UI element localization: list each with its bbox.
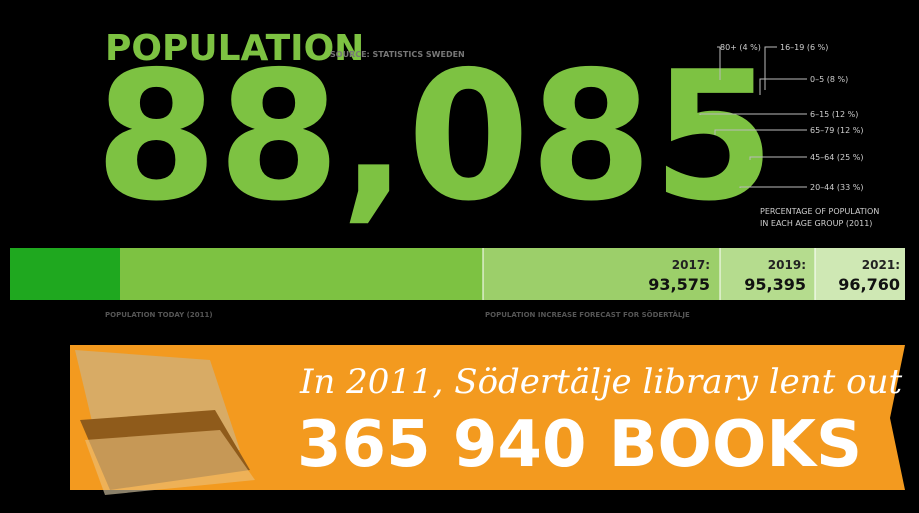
bar-segment (720, 248, 815, 300)
leader-line (764, 46, 777, 90)
bar-segment (10, 248, 120, 300)
forecast: 2017: 93,575 2019: 95,395 2021: 96,760 (648, 258, 900, 294)
forecast-year: 2017: (672, 258, 710, 272)
age-label: 16–19 (6 %) (780, 43, 828, 52)
age-label: 65–79 (12 %) (810, 126, 863, 135)
banner-overlay (70, 345, 280, 490)
book-image (85, 430, 255, 495)
leader-line (749, 156, 807, 160)
forecast-year: 2021: (862, 258, 900, 272)
age-label: 6–15 (12 %) (810, 110, 858, 119)
age-label: 80+ (4 %) (720, 43, 761, 52)
population-number: 88,085 (95, 33, 775, 240)
leader-line (717, 46, 721, 80)
age-label: 0–5 (8 %) (810, 75, 848, 84)
leader-line (699, 113, 807, 115)
banner-line2: 365 940 BOOKS (297, 408, 862, 482)
today-label: POPULATION TODAY (2011) (105, 311, 213, 319)
leader-line (739, 186, 807, 188)
bar-segment (483, 248, 720, 300)
source: SOURCE: STATISTICS SWEDEN (330, 50, 465, 59)
forecast-label: POPULATION INCREASE FORECAST FOR SÖDERTÄ… (485, 310, 690, 319)
forecast-value: 95,395 (744, 275, 806, 294)
bar-segment (815, 248, 905, 300)
forecast-year: 2019: (768, 258, 806, 272)
age-label: 20–44 (33 %) (810, 183, 863, 192)
forecast-value: 93,575 (648, 275, 710, 294)
leader-line (759, 78, 807, 95)
bar-segment (120, 248, 483, 300)
age-caption: PERCENTAGE OF POPULATION (760, 207, 879, 216)
banner (70, 345, 905, 490)
leader-line (714, 129, 807, 135)
age-label: 45–64 (25 %) (810, 153, 863, 162)
age-labels: 80+ (4 %) 16–19 (6 %) 0–5 (8 %) 6–15 (12 %)… (699, 43, 863, 192)
banner-line1: In 2011, Södertälje library lent out (299, 362, 902, 402)
forecast-value: 96,760 (838, 275, 900, 294)
age-caption: IN EACH AGE GROUP (2011) (760, 219, 872, 228)
title: POPULATION (105, 28, 364, 69)
